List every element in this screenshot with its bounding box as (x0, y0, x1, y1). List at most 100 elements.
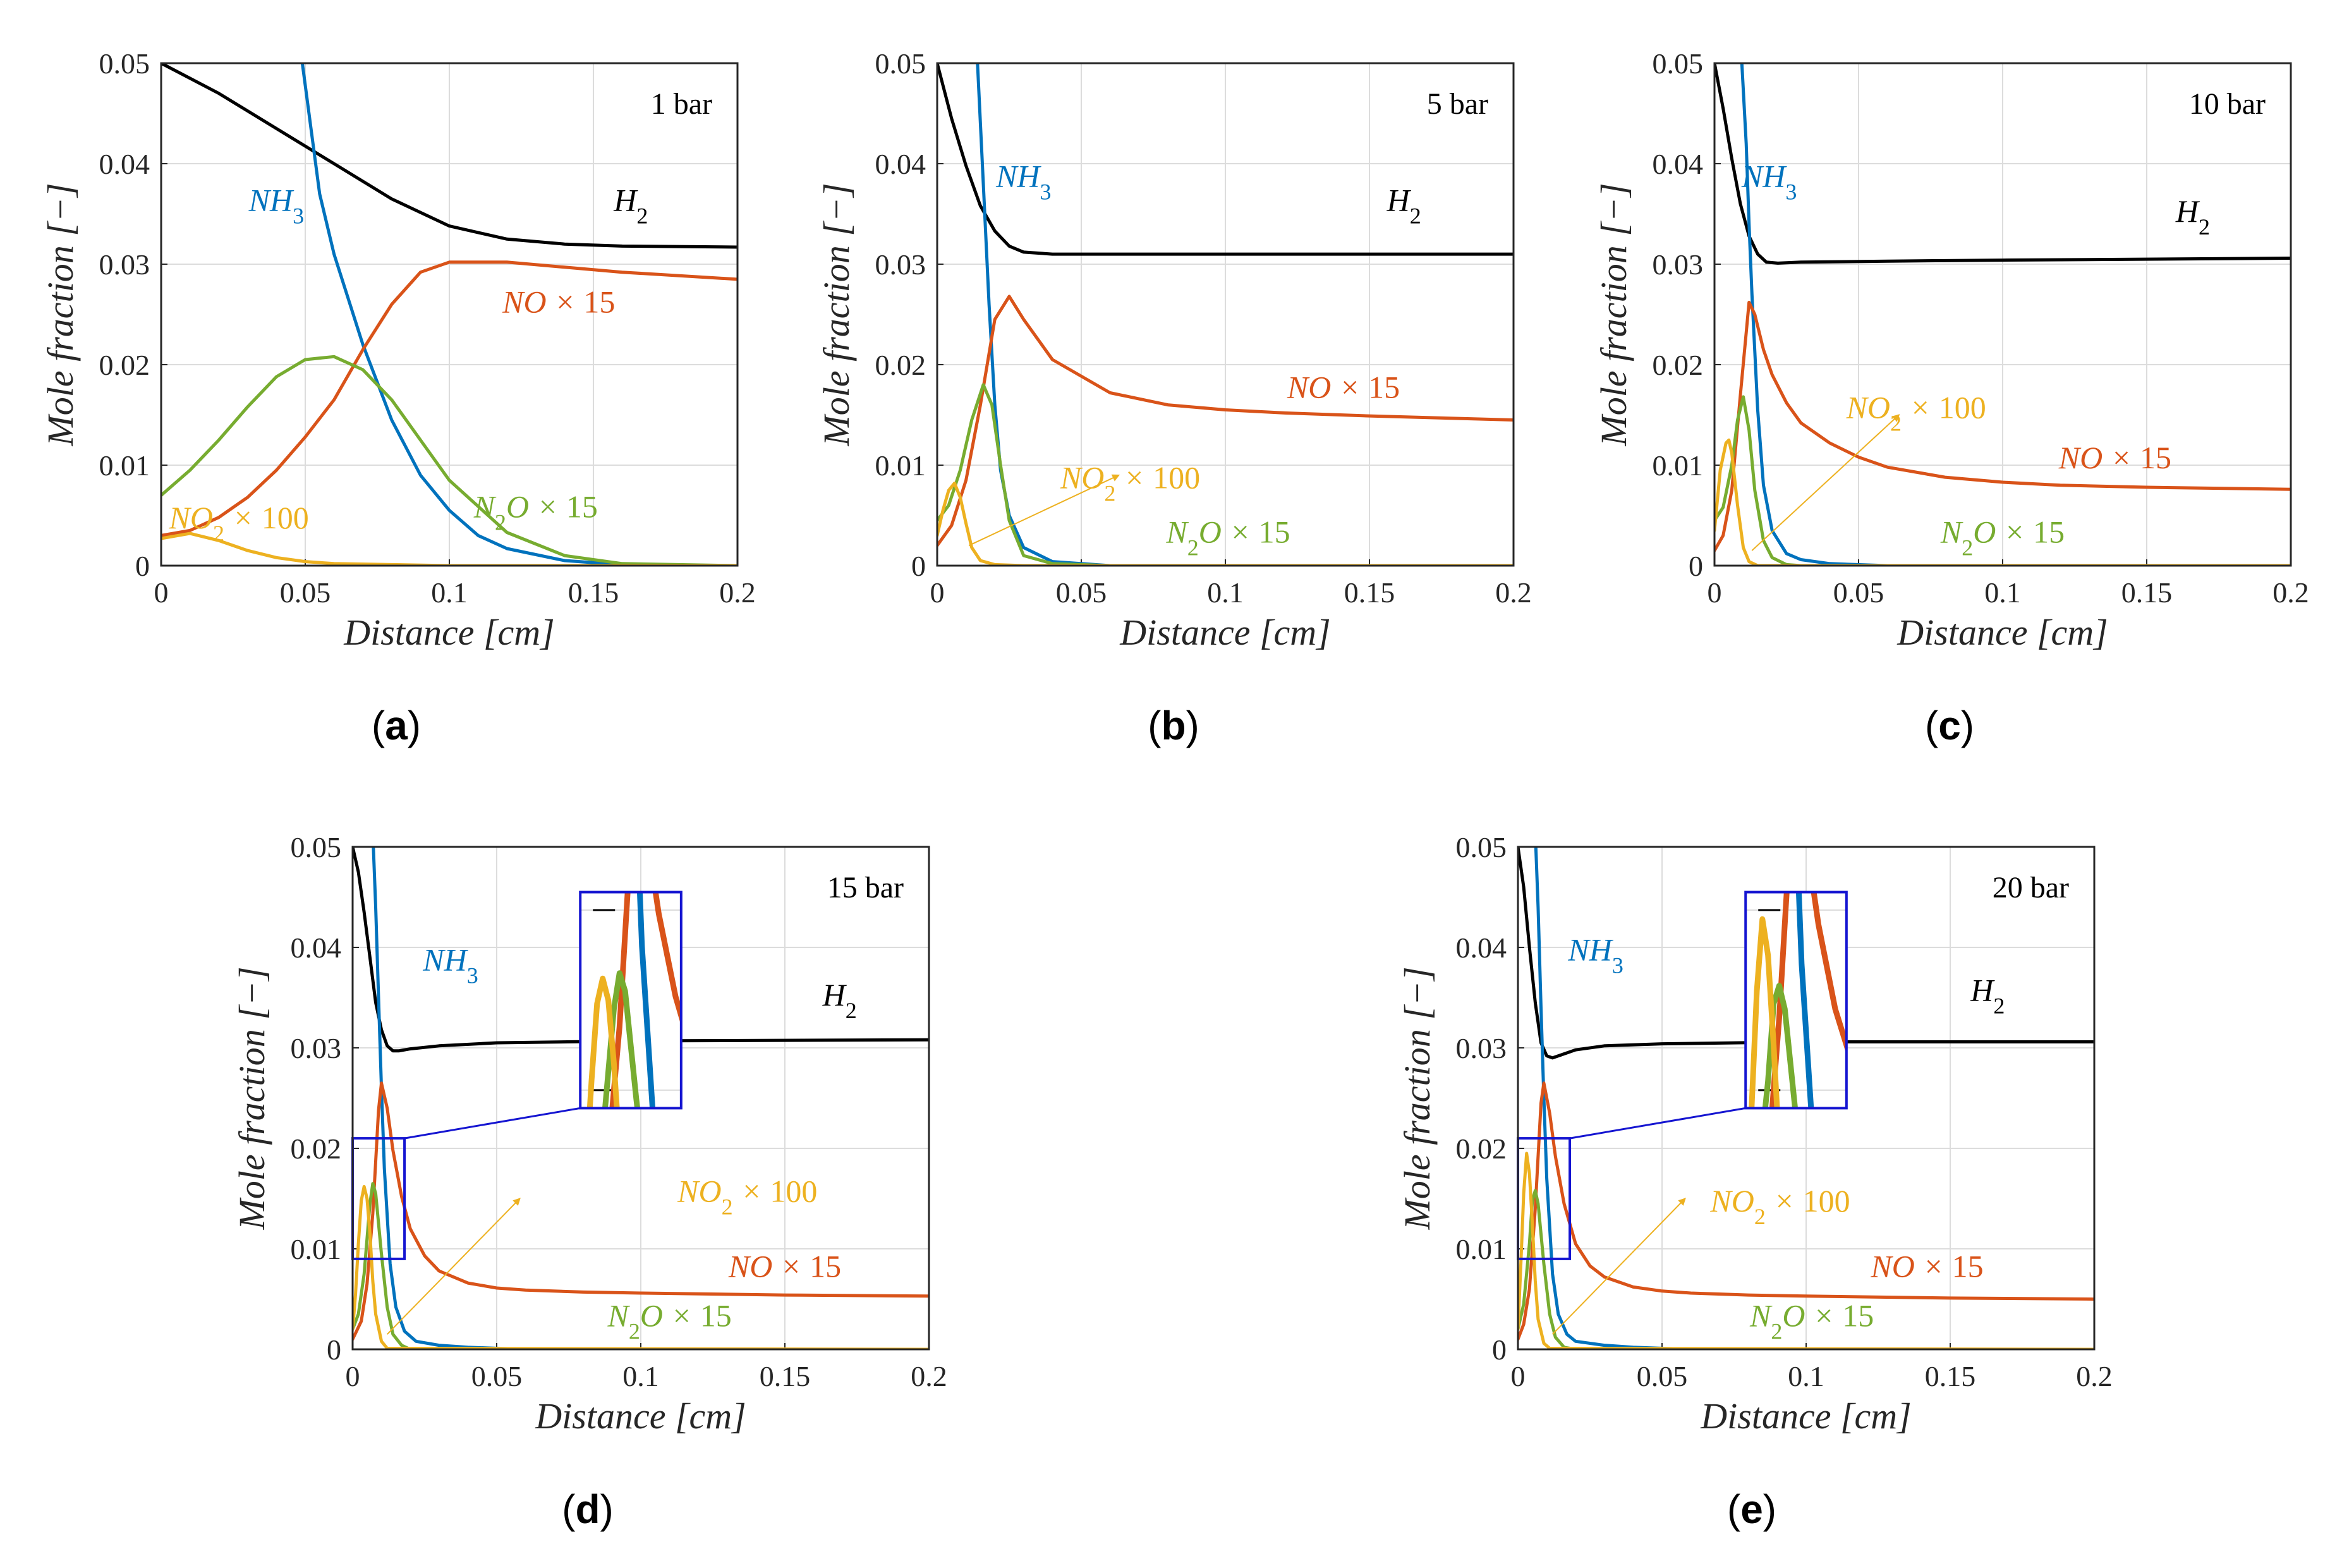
series-line-nh3 (1740, 63, 2291, 566)
x-tick-label: 0.05 (1637, 1360, 1688, 1392)
x-tick-label: 0 (346, 1360, 360, 1392)
panel-a: 0 0.05 0.1 0.15 0.2 0 0.01 0.02 0.03 0.04 0.05 NH3 H… (40, 47, 756, 748)
x-tick-label: 0 (1511, 1360, 1526, 1392)
y-tick-label: 0.04 (99, 148, 150, 180)
y-tick-label: 0.01 (291, 1233, 342, 1265)
y-tick-label: 0.05 (1653, 47, 1704, 80)
y-tick-label: 0.04 (1653, 148, 1704, 180)
curve-label: NO2 × 100 (169, 500, 309, 546)
panel-d: 0 0.05 0.1 0.15 0.2 0 0.01 0.02 0.03 0.04 0.05 NH3 H… (231, 831, 947, 1532)
x-tick-label: 0.2 (2076, 1360, 2113, 1392)
x-tick-label: 0.05 (280, 576, 331, 609)
y-tick-label: 0 (1492, 1334, 1507, 1366)
y-tick-label: 0 (1689, 550, 1703, 582)
curve-label: NO2 × 100 (1709, 1183, 1850, 1229)
series-line-no2-100 (1714, 438, 2291, 566)
panel-c: 0 0.05 0.1 0.15 0.2 0 0.01 0.02 0.03 0.04 0.05 NH3 H… (1593, 47, 2309, 748)
panel-b: 0 0.05 0.1 0.15 0.2 0 0.01 0.02 0.03 0.04 0.05 NH3 H… (816, 47, 1532, 748)
axes-frame (1713, 62, 2292, 567)
series-line-nh3 (300, 63, 737, 566)
y-tick-label: 0.03 (99, 248, 150, 281)
inset-frame (579, 890, 683, 1110)
curve-label: NO2 × 100 (1060, 460, 1200, 506)
y-tick-label: 0.03 (291, 1032, 342, 1064)
y-tick-label: 0.05 (1456, 831, 1507, 863)
x-axis-label: Distance [cm] (343, 612, 554, 653)
pressure-annotation: 5 bar (1427, 87, 1488, 121)
y-tick-label: 0.03 (1456, 1032, 1507, 1064)
curve-label: NH3 (1741, 159, 1797, 205)
x-tick-label: 0.2 (719, 576, 756, 609)
curve-label: NO2 × 100 (1846, 389, 1986, 435)
x-axis-label: Distance [cm] (535, 1395, 746, 1437)
x-tick-label: 0.1 (1984, 576, 2021, 609)
no2-arrow (968, 474, 1120, 547)
x-axis-label: Distance [cm] (1119, 612, 1330, 653)
panel-label: (b) (1148, 703, 1199, 748)
inset-series-no2-100 (1749, 916, 1780, 1109)
x-tick-label: 0.05 (471, 1360, 523, 1392)
curve-label: N2O × 15 (473, 489, 598, 535)
y-axis-label: Mole fraction [−] (40, 183, 81, 446)
curve-label: NH3 (422, 942, 478, 988)
inset-series-no2-100 (586, 975, 620, 1109)
x-tick-label: 0 (1708, 576, 1722, 609)
x-axis-label: Distance [cm] (1896, 612, 2108, 653)
x-tick-label: 0.2 (2272, 576, 2309, 609)
x-tick-label: 0.15 (1344, 576, 1395, 609)
series-line-h2 (353, 847, 929, 1053)
y-tick-label: 0.03 (875, 248, 926, 281)
no2-arrow (1552, 1198, 1686, 1335)
x-tick-label: 0.1 (622, 1360, 659, 1392)
inset-series-n2o-15 (1762, 983, 1799, 1109)
y-tick-label: 0.02 (1456, 1133, 1507, 1165)
panel-label: (d) (562, 1486, 614, 1532)
y-axis-label: Mole fraction [−] (1593, 183, 1634, 446)
y-tick-label: 0.02 (1653, 349, 1704, 381)
panel-label: (a) (372, 703, 421, 748)
x-tick-label: 0.1 (1788, 1360, 1824, 1392)
y-tick-label: 0.01 (875, 449, 926, 482)
y-tick-label: 0.05 (875, 47, 926, 80)
zoom-connector (1569, 1107, 1746, 1140)
curve-label: H2 (1970, 972, 2005, 1018)
series-line-h2 (161, 63, 737, 249)
x-tick-label: 0.05 (1056, 576, 1107, 609)
curve-label: N2O × 15 (1165, 514, 1290, 560)
series-line-no-15 (161, 260, 737, 537)
x-tick-label: 0.05 (1833, 576, 1884, 609)
zoom-connector (404, 1107, 581, 1140)
x-tick-label: 0 (930, 576, 945, 609)
axes-frame (936, 62, 1515, 567)
series-line-h2 (937, 63, 1514, 256)
curve-label: NO × 15 (502, 284, 615, 319)
x-tick-label: 0.15 (760, 1360, 811, 1392)
inset-plot (580, 892, 681, 1109)
inset-series-no-15 (609, 892, 681, 1109)
no2-arrow (1751, 414, 1900, 551)
x-axis-label: Distance [cm] (1700, 1395, 1911, 1437)
series-line-n2o-15 (937, 383, 1514, 566)
series-line-no-15 (353, 1081, 929, 1341)
axes-frame (1517, 846, 2096, 1351)
panel-label: (e) (1727, 1486, 1776, 1532)
series-line-no2-100 (353, 1184, 929, 1349)
panel-e: 0 0.05 0.1 0.15 0.2 0 0.01 0.02 0.03 0.04 0.05 NH3 H… (1397, 831, 2113, 1532)
x-tick-label: 0.15 (568, 576, 619, 609)
curve-label: N2O × 15 (607, 1298, 731, 1344)
curve-label: NO × 15 (1870, 1249, 1983, 1284)
pressure-annotation: 20 bar (1993, 871, 2069, 904)
no2-arrow (387, 1198, 521, 1335)
y-tick-label: 0.04 (1456, 932, 1507, 964)
axes-frame (351, 846, 930, 1351)
series-group (161, 63, 737, 566)
x-tick-label: 0.1 (431, 576, 468, 609)
y-tick-label: 0.03 (1653, 248, 1704, 281)
x-tick-label: 0.2 (911, 1360, 947, 1392)
y-tick-label: 0.02 (99, 349, 150, 381)
y-axis-label: Mole fraction [−] (1397, 966, 1438, 1230)
curve-label: NH3 (995, 159, 1051, 205)
series-line-h2 (1518, 847, 2094, 1060)
panel-label: (c) (1925, 703, 1974, 748)
